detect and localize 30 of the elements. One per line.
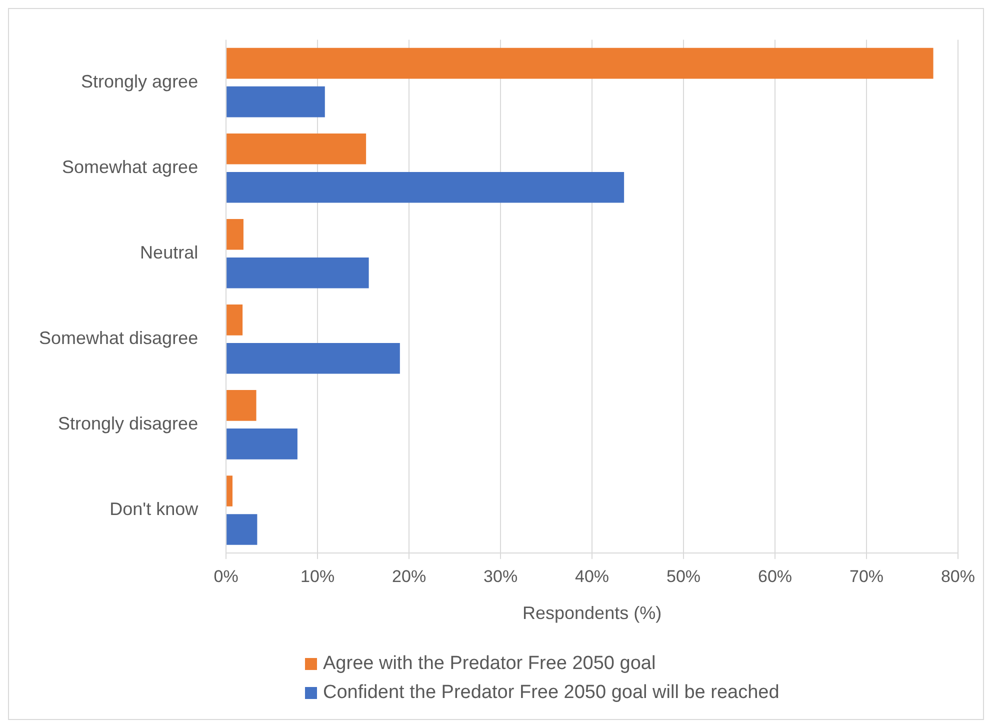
x-tick-label: 50% <box>666 566 701 586</box>
legend-label: Confident the Predator Free 2050 goal will be reached <box>323 682 780 704</box>
x-tick-label: 70% <box>849 566 884 586</box>
y-tick-label: Somewhat disagree <box>38 328 198 348</box>
y-tick-label: Don't know <box>110 499 200 520</box>
bar <box>226 218 244 250</box>
x-tick-label: 20% <box>392 566 426 586</box>
y-tick-label: Neutral <box>140 242 198 263</box>
y-tick-label: Strongly disagree <box>58 414 198 434</box>
x-tick-label: 60% <box>758 566 792 586</box>
x-tick-label: 40% <box>575 566 610 586</box>
x-tick-label: 10% <box>300 566 335 586</box>
y-tick-label: Somewhat agree <box>62 157 198 178</box>
bar <box>226 390 256 421</box>
bar <box>226 86 325 118</box>
bar <box>226 428 298 460</box>
legend-label: Agree with the Predator Free 2050 goal <box>323 652 656 674</box>
bar <box>226 343 400 374</box>
y-tick-label: Strongly agree <box>81 72 198 92</box>
x-axis-title: Respondents (%) <box>522 603 662 624</box>
x-tick-label: 80% <box>940 566 976 586</box>
bar <box>226 172 624 203</box>
bar <box>226 133 366 164</box>
bar <box>226 257 369 288</box>
x-tick-label: 30% <box>484 566 518 586</box>
bar <box>226 514 258 545</box>
x-tick-label: 0% <box>214 566 238 586</box>
bar <box>226 304 243 336</box>
bar <box>226 48 934 79</box>
bar <box>226 476 232 506</box>
